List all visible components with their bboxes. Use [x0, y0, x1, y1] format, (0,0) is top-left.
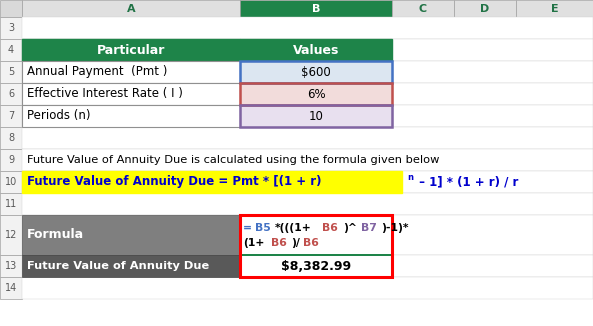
- Text: 12: 12: [5, 230, 17, 240]
- Bar: [22, 277, 593, 299]
- Text: Values: Values: [293, 43, 339, 56]
- Text: B6: B6: [270, 238, 286, 248]
- Text: Effective Interest Rate ( I ): Effective Interest Rate ( I ): [27, 87, 183, 100]
- Text: (1+: (1+: [243, 238, 264, 248]
- Bar: [0, 0, 22, 17]
- Bar: [22, 215, 240, 255]
- Text: B7: B7: [361, 223, 377, 233]
- Bar: [240, 105, 392, 127]
- Bar: [22, 39, 593, 61]
- Text: 10: 10: [308, 110, 323, 123]
- Bar: [22, 127, 593, 149]
- Bar: [240, 255, 392, 277]
- Bar: [240, 0, 392, 17]
- Bar: [240, 215, 392, 255]
- Bar: [22, 105, 593, 127]
- Text: 3: 3: [8, 23, 14, 33]
- Bar: [0, 105, 22, 127]
- Text: )/: )/: [291, 238, 300, 248]
- Text: Annual Payment  (Pmt ): Annual Payment (Pmt ): [27, 66, 167, 79]
- Bar: [0, 83, 22, 105]
- Bar: [240, 61, 392, 83]
- Bar: [22, 171, 593, 193]
- Bar: [240, 61, 392, 83]
- Text: $8,382.99: $8,382.99: [281, 259, 351, 273]
- Text: B6: B6: [302, 238, 318, 248]
- Bar: [22, 171, 402, 193]
- Bar: [392, 0, 454, 17]
- Bar: [454, 0, 516, 17]
- Bar: [240, 39, 392, 61]
- Text: D: D: [480, 4, 490, 13]
- Text: )-1)*: )-1)*: [381, 223, 409, 233]
- Text: *(((1+: *(((1+: [275, 223, 312, 233]
- Bar: [0, 17, 22, 39]
- Bar: [0, 61, 22, 83]
- Text: $600: $600: [301, 66, 331, 79]
- Bar: [22, 193, 593, 215]
- Bar: [22, 105, 240, 127]
- Text: Future Value of Annuity Due = Pmt * [(1 + r): Future Value of Annuity Due = Pmt * [(1 …: [27, 175, 321, 188]
- Text: B6: B6: [323, 223, 338, 233]
- Bar: [22, 83, 240, 105]
- Text: n: n: [407, 173, 413, 182]
- Bar: [0, 127, 22, 149]
- Bar: [22, 83, 593, 105]
- Text: 4: 4: [8, 45, 14, 55]
- Text: – 1] * (1 + r) / r: – 1] * (1 + r) / r: [415, 175, 518, 188]
- Text: 7: 7: [8, 111, 14, 121]
- Bar: [516, 0, 593, 17]
- Text: 6%: 6%: [307, 87, 326, 100]
- Text: B5: B5: [254, 223, 270, 233]
- Bar: [22, 255, 240, 277]
- Bar: [22, 255, 593, 277]
- Bar: [22, 215, 593, 255]
- Bar: [22, 17, 593, 39]
- Bar: [240, 83, 392, 105]
- Bar: [0, 171, 22, 193]
- Text: B: B: [312, 4, 320, 13]
- Text: 11: 11: [5, 199, 17, 209]
- Bar: [22, 39, 240, 61]
- Text: C: C: [419, 4, 427, 13]
- Text: A: A: [127, 4, 135, 13]
- Bar: [240, 105, 392, 127]
- Bar: [240, 254, 392, 256]
- Text: 9: 9: [8, 155, 14, 165]
- Text: Future Value of Annuity Due: Future Value of Annuity Due: [27, 261, 209, 271]
- Text: )^: )^: [343, 223, 357, 233]
- Text: 6: 6: [8, 89, 14, 99]
- Bar: [22, 149, 593, 171]
- Text: Particular: Particular: [97, 43, 165, 56]
- Bar: [22, 0, 240, 17]
- Text: 8: 8: [8, 133, 14, 143]
- Bar: [0, 277, 22, 299]
- Bar: [240, 215, 392, 277]
- Bar: [0, 215, 22, 255]
- Text: 13: 13: [5, 261, 17, 271]
- Bar: [22, 61, 593, 83]
- Text: Formula: Formula: [27, 229, 84, 242]
- Text: E: E: [551, 4, 559, 13]
- Text: Periods (n): Periods (n): [27, 110, 91, 123]
- Bar: [0, 255, 22, 277]
- Text: 14: 14: [5, 283, 17, 293]
- Bar: [240, 83, 392, 105]
- Text: Future Value of Annuity Due is calculated using the formula given below: Future Value of Annuity Due is calculate…: [27, 155, 439, 165]
- Text: 10: 10: [5, 177, 17, 187]
- Bar: [0, 149, 22, 171]
- Text: =: =: [243, 223, 252, 233]
- Text: 5: 5: [8, 67, 14, 77]
- Bar: [0, 39, 22, 61]
- Bar: [22, 61, 240, 83]
- Bar: [0, 193, 22, 215]
